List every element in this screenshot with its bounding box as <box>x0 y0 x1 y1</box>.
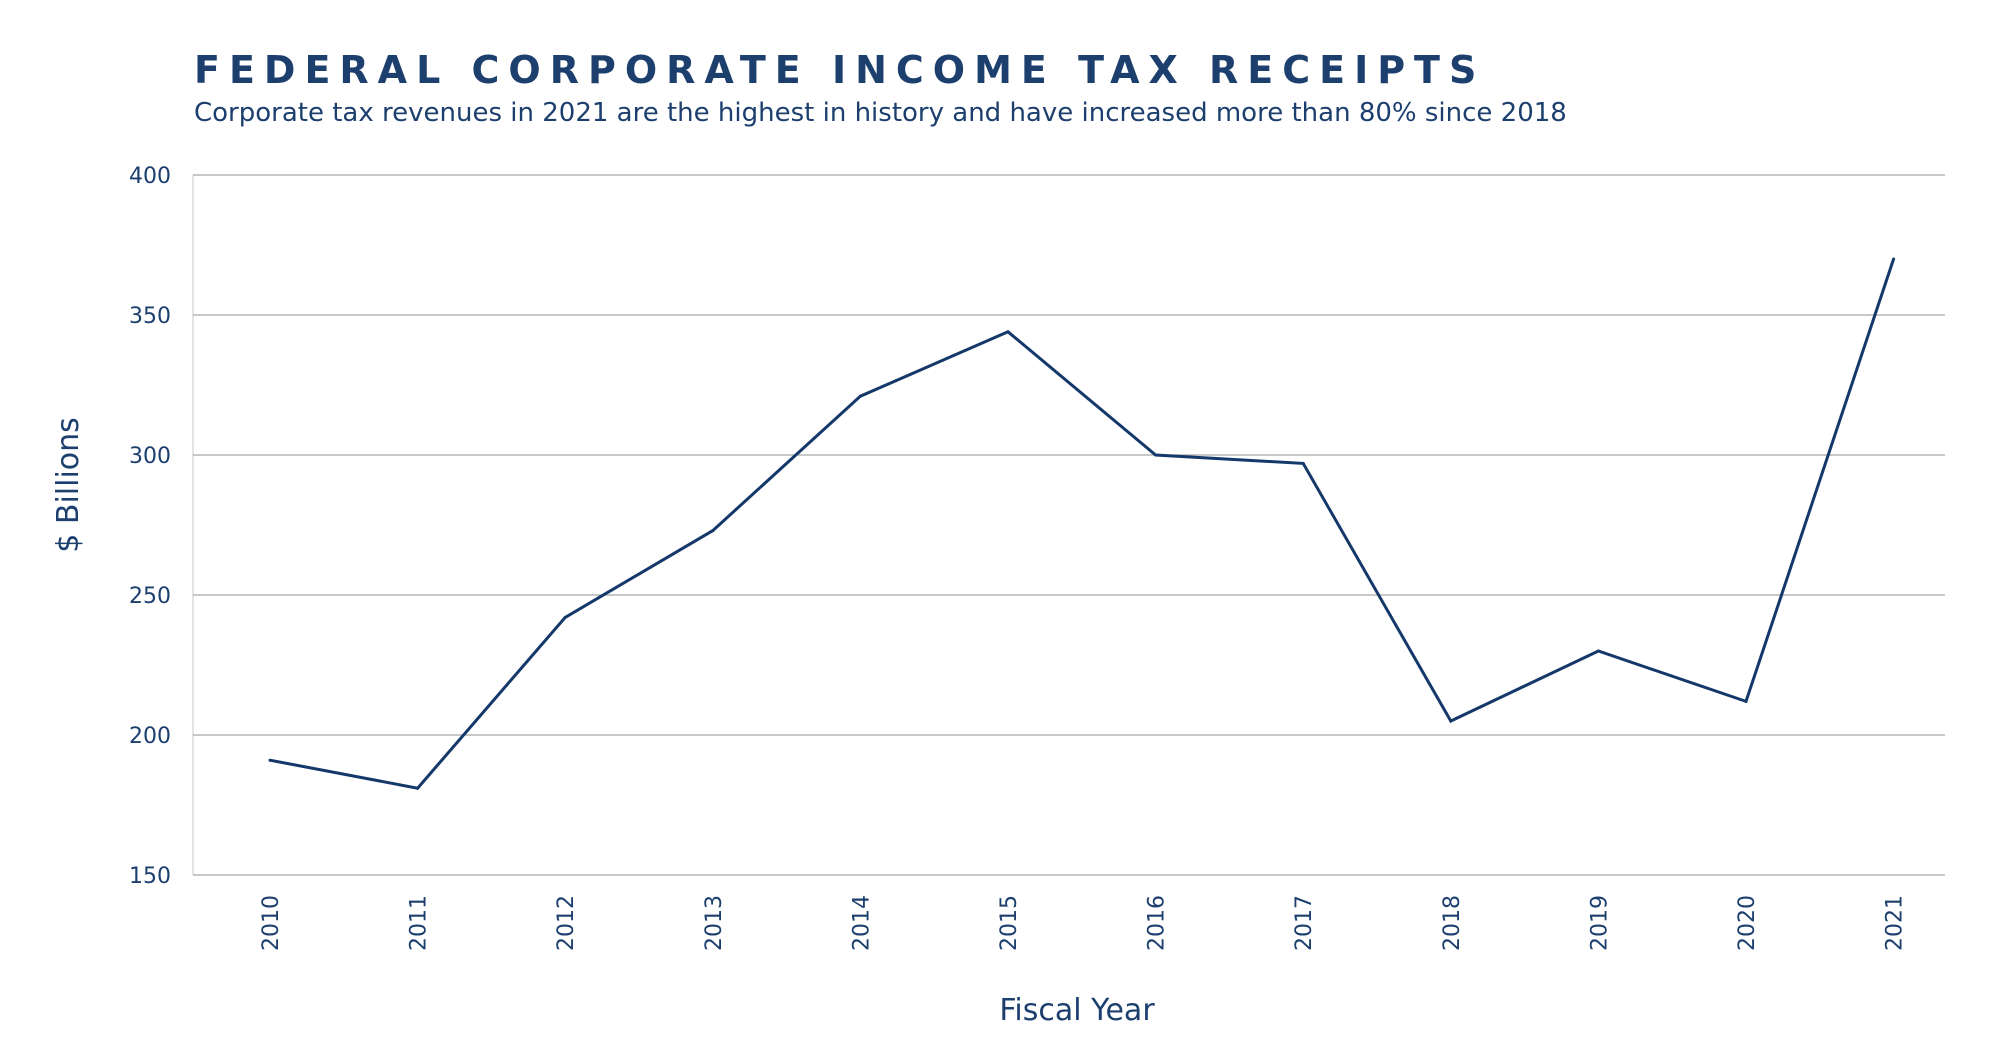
x-tick-label: 2013 <box>702 895 727 951</box>
y-tick-label: 200 <box>129 724 171 749</box>
data-point <box>1301 461 1305 465</box>
x-tick-label: 2018 <box>1440 895 1465 951</box>
gridlines <box>192 174 1945 876</box>
data-point <box>416 786 420 790</box>
x-tick-label: 2014 <box>849 895 874 951</box>
data-point <box>1154 453 1158 457</box>
x-tick-label: 2020 <box>1735 895 1760 951</box>
data-point <box>1892 257 1896 261</box>
y-tick-label: 350 <box>129 304 171 329</box>
y-axis-title: $ Billions <box>51 417 86 553</box>
y-tick-label: 150 <box>129 864 171 889</box>
data-point <box>711 529 715 533</box>
data-point <box>563 615 567 619</box>
y-tick-label: 250 <box>129 584 171 609</box>
x-tick-label: 2010 <box>259 895 284 951</box>
chart-title: FEDERAL CORPORATE INCOME TAX RECEIPTS <box>194 48 1486 92</box>
x-tick-label: 2016 <box>1145 895 1170 951</box>
data-point <box>268 758 272 762</box>
chart-subtitle: Corporate tax revenues in 2021 are the h… <box>194 98 1567 128</box>
x-tick-label: 2019 <box>1587 895 1612 951</box>
x-tick-label: 2015 <box>997 895 1022 951</box>
x-tick-label: 2021 <box>1883 895 1908 951</box>
y-tick-label: 300 <box>129 444 171 469</box>
data-point <box>1449 719 1453 723</box>
data-point <box>1006 330 1010 334</box>
y-axis-ticks: 400 350 300 250 200 150 <box>129 164 171 889</box>
y-tick-label: 400 <box>129 164 171 189</box>
series-lines <box>268 257 1896 790</box>
data-point <box>1596 649 1600 653</box>
x-axis-ticks: 2010 2011 2012 2013 2014 2015 2016 2017 2018 2019… <box>259 895 1908 951</box>
x-tick-label: 2017 <box>1292 895 1317 951</box>
x-tick-label: 2012 <box>554 895 579 951</box>
x-axis-title: Fiscal Year <box>999 993 1155 1028</box>
series-line <box>269 258 1896 790</box>
data-point <box>858 394 862 398</box>
x-tick-label: 2011 <box>407 895 432 951</box>
data-point <box>1744 699 1748 703</box>
